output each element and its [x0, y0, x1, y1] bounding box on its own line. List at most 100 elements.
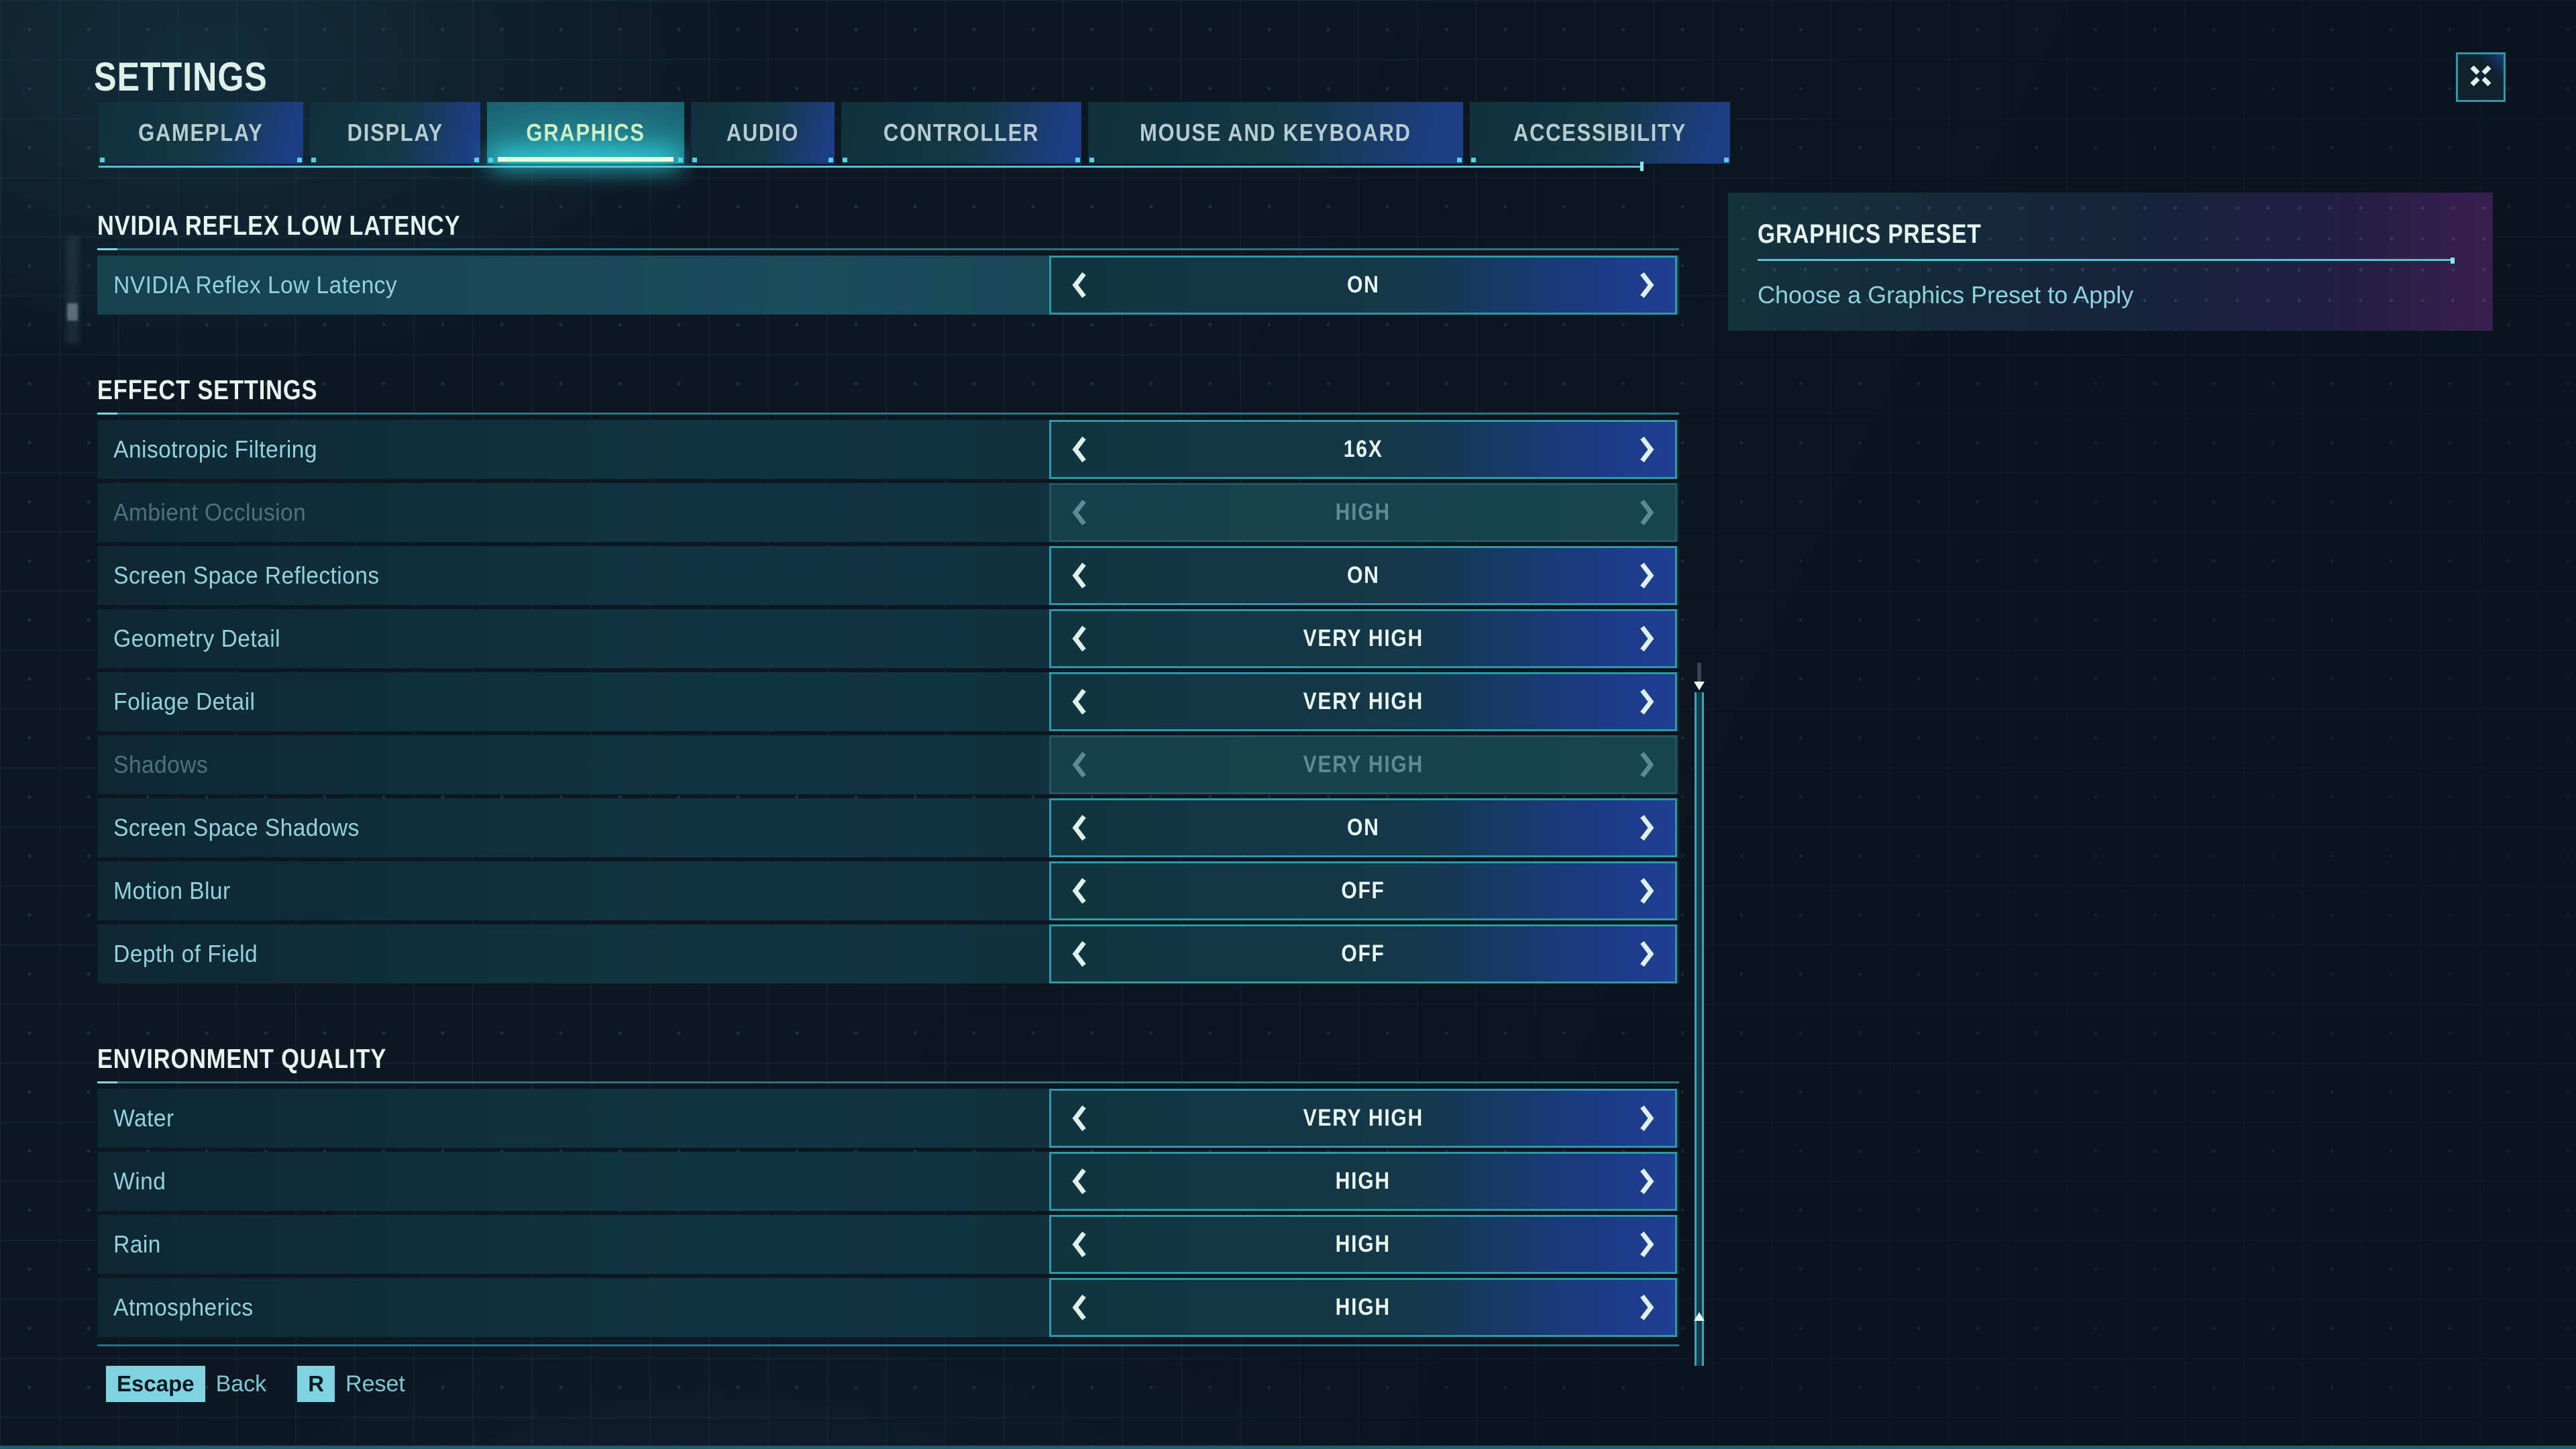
tabs-underline	[99, 162, 1644, 171]
setting-value: OFF	[1341, 941, 1385, 967]
setting-value: VERY HIGH	[1303, 751, 1424, 777]
setting-value: ON	[1346, 814, 1380, 841]
chevron-right-icon[interactable]	[1619, 876, 1675, 906]
list-bottom-divider	[97, 1344, 1679, 1346]
chevron-left-icon[interactable]	[1051, 1167, 1108, 1196]
setting-stepper[interactable]: OFF	[1049, 861, 1677, 920]
chevron-left-icon[interactable]	[1051, 813, 1108, 843]
chevron-right-icon[interactable]	[1619, 939, 1675, 969]
scrollbar-thumb[interactable]	[1695, 692, 1704, 1366]
chevron-right-icon[interactable]	[1619, 624, 1675, 653]
chevron-left-icon[interactable]	[1051, 435, 1108, 464]
chevron-left-icon[interactable]	[1051, 270, 1108, 300]
chevron-right-icon[interactable]	[1619, 813, 1675, 843]
setting-label: Ambient Occlusion	[113, 498, 307, 526]
setting-label: Screen Space Shadows	[113, 814, 360, 841]
graphics-preset-title: GRAPHICS PRESET	[1758, 219, 1982, 249]
setting-stepper[interactable]: VERY HIGH	[1049, 672, 1677, 731]
graphics-preset-subtitle: Choose a Graphics Preset to Apply	[1758, 281, 2134, 309]
scroll-down-triangle-icon[interactable]	[1694, 682, 1705, 690]
section-rule	[97, 248, 1679, 250]
setting-stepper[interactable]: HIGH	[1049, 1215, 1677, 1274]
tab-audio[interactable]: AUDIO	[691, 102, 835, 164]
chevron-left-icon[interactable]	[1051, 687, 1108, 716]
tab-mouse-and-keyboard[interactable]: MOUSE AND KEYBOARD	[1088, 102, 1464, 164]
setting-row-anisotropic-filtering[interactable]: Anisotropic Filtering 16X	[97, 420, 1679, 479]
section-effect-settings: EFFECT SETTINGS Anisotropic Filtering 16…	[97, 374, 1679, 983]
r-key-badge: R	[297, 1366, 335, 1402]
scrollbar[interactable]	[1693, 663, 1705, 1366]
setting-row-screen-space-reflections[interactable]: Screen Space Reflections ON	[97, 546, 1679, 605]
setting-stepper[interactable]: VERY HIGH	[1049, 1089, 1677, 1148]
setting-label: Foliage Detail	[113, 688, 256, 715]
setting-stepper[interactable]: 16X	[1049, 420, 1677, 479]
setting-label: Rain	[113, 1230, 161, 1258]
chevron-right-icon[interactable]	[1619, 561, 1675, 590]
setting-value: HIGH	[1335, 499, 1391, 525]
decorative-watermark	[66, 236, 79, 343]
setting-stepper[interactable]: HIGH	[1049, 1278, 1677, 1337]
chevron-right-icon[interactable]	[1619, 1104, 1675, 1133]
setting-label: Geometry Detail	[113, 625, 281, 652]
hint-back-label: Back	[215, 1371, 267, 1397]
section-rule	[97, 1081, 1679, 1083]
chevron-right-icon[interactable]	[1619, 687, 1675, 716]
setting-stepper[interactable]: ON	[1049, 256, 1677, 315]
tab-graphics[interactable]: GRAPHICS	[487, 102, 684, 164]
setting-label: Water	[113, 1104, 174, 1132]
chevron-left-icon[interactable]	[1051, 1104, 1108, 1133]
chevron-right-icon[interactable]	[1619, 1230, 1675, 1259]
graphics-preset-panel: GRAPHICS PRESET Choose a Graphics Preset…	[1728, 193, 2493, 331]
setting-stepper[interactable]: ON	[1049, 546, 1677, 605]
chevron-left-icon[interactable]	[1051, 939, 1108, 969]
setting-row-motion-blur[interactable]: Motion Blur OFF	[97, 861, 1679, 920]
section-environment-quality: ENVIRONMENT QUALITY Water VERY HIGH Wind…	[97, 1042, 1679, 1346]
setting-row-atmospherics[interactable]: Atmospherics HIGH	[97, 1278, 1679, 1337]
chevron-left-icon[interactable]	[1051, 1230, 1108, 1259]
tab-gameplay[interactable]: GAMEPLAY	[99, 102, 303, 164]
setting-label: Depth of Field	[113, 940, 258, 967]
setting-label: Screen Space Reflections	[113, 561, 380, 589]
setting-row-wind[interactable]: Wind HIGH	[97, 1152, 1679, 1211]
setting-row-screen-space-shadows[interactable]: Screen Space Shadows ON	[97, 798, 1679, 857]
chevron-right-icon[interactable]	[1619, 270, 1675, 300]
chevron-right-icon[interactable]	[1619, 1167, 1675, 1196]
tab-display[interactable]: DISPLAY	[309, 102, 481, 164]
setting-label: Shadows	[113, 751, 209, 778]
hint-back[interactable]: Escape Back	[106, 1366, 266, 1402]
chevron-right-icon[interactable]	[1619, 435, 1675, 464]
setting-row-nvidia-reflex[interactable]: NVIDIA Reflex Low Latency ON	[97, 256, 1679, 315]
chevron-left-icon[interactable]	[1051, 876, 1108, 906]
scroll-up-triangle-icon[interactable]	[1694, 1312, 1705, 1321]
setting-label: NVIDIA Reflex Low Latency	[113, 271, 398, 299]
tab-controller[interactable]: CONTROLLER	[841, 102, 1082, 164]
chevron-left-icon[interactable]	[1051, 561, 1108, 590]
setting-stepper[interactable]: HIGH	[1049, 1152, 1677, 1211]
setting-label: Motion Blur	[113, 877, 231, 904]
chevron-left-icon	[1051, 750, 1108, 780]
tab-accessibility[interactable]: ACCESSIBILITY	[1470, 102, 1731, 164]
section-rule	[97, 413, 1679, 415]
setting-label: Atmospherics	[113, 1293, 254, 1321]
setting-stepper[interactable]: VERY HIGH	[1049, 609, 1677, 668]
setting-row-foliage-detail[interactable]: Foliage Detail VERY HIGH	[97, 672, 1679, 731]
setting-row-water[interactable]: Water VERY HIGH	[97, 1089, 1679, 1148]
setting-row-geometry-detail[interactable]: Geometry Detail VERY HIGH	[97, 609, 1679, 668]
decorative-watermark-mark	[67, 303, 78, 321]
close-button[interactable]	[2456, 52, 2506, 102]
setting-value: OFF	[1341, 877, 1385, 904]
setting-stepper[interactable]: OFF	[1049, 924, 1677, 983]
setting-value: VERY HIGH	[1303, 688, 1424, 714]
setting-row-depth-of-field[interactable]: Depth of Field OFF	[97, 924, 1679, 983]
hint-reset[interactable]: R Reset	[297, 1366, 405, 1402]
setting-label: Anisotropic Filtering	[113, 435, 317, 463]
chevron-right-icon[interactable]	[1619, 1293, 1675, 1322]
active-tab-glow	[498, 157, 674, 162]
setting-stepper[interactable]: ON	[1049, 798, 1677, 857]
bottom-edge-line	[0, 1446, 2576, 1449]
close-x-icon	[2467, 62, 2494, 93]
chevron-left-icon[interactable]	[1051, 624, 1108, 653]
chevron-left-icon[interactable]	[1051, 1293, 1108, 1322]
chevron-left-icon	[1051, 498, 1108, 527]
setting-row-rain[interactable]: Rain HIGH	[97, 1215, 1679, 1274]
